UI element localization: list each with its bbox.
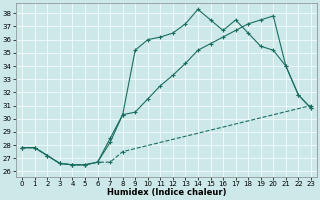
- X-axis label: Humidex (Indice chaleur): Humidex (Indice chaleur): [107, 188, 226, 197]
